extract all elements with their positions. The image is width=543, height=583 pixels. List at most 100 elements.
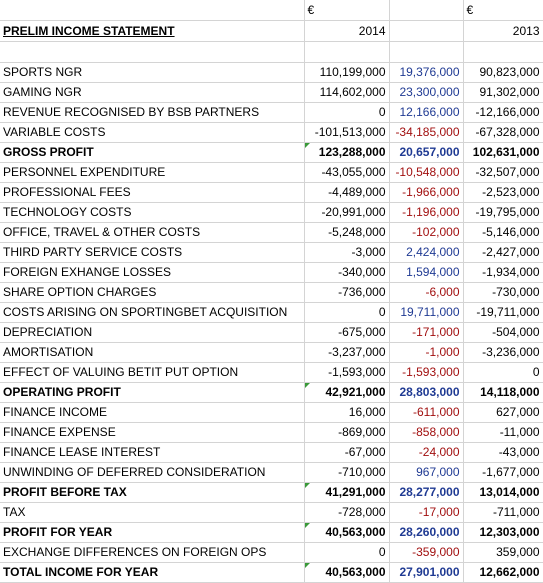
row-label[interactable]: TOTAL INCOME FOR YEAR: [0, 562, 305, 583]
row-label[interactable]: DEPRECIATION: [0, 322, 305, 343]
value-difference[interactable]: 20,657,000: [389, 142, 464, 163]
row-label[interactable]: COSTS ARISING ON SPORTINGBET ACQUISITION: [0, 302, 305, 323]
cell-c2[interactable]: [389, 20, 464, 42]
value-difference[interactable]: 28,260,000: [389, 522, 464, 543]
row-label[interactable]: SPORTS NGR: [0, 62, 305, 83]
row-label[interactable]: FINANCE EXPENSE: [0, 422, 305, 443]
row-label[interactable]: EFFECT OF VALUING BETIT PUT OPTION: [0, 362, 305, 383]
value-2013[interactable]: 102,631,000: [463, 142, 543, 163]
row-label[interactable]: UNWINDING OF DEFERRED CONSIDERATION: [0, 462, 305, 483]
row-label[interactable]: OFFICE, TRAVEL & OTHER COSTS: [0, 222, 305, 243]
value-2013[interactable]: -504,000: [463, 322, 543, 343]
row-label[interactable]: SHARE OPTION CHARGES: [0, 282, 305, 303]
value-2013[interactable]: -11,000: [463, 422, 543, 443]
cell-b3[interactable]: [304, 41, 390, 63]
value-2014[interactable]: 40,563,000: [304, 562, 390, 583]
value-difference[interactable]: -1,593,000: [389, 362, 464, 383]
value-difference[interactable]: -34,185,000: [389, 122, 464, 143]
cell-c3[interactable]: [389, 41, 464, 63]
row-label[interactable]: PERSONNEL EXPENDITURE: [0, 162, 305, 183]
value-difference[interactable]: -171,000: [389, 322, 464, 343]
value-2013[interactable]: 627,000: [463, 402, 543, 423]
value-difference[interactable]: 2,424,000: [389, 242, 464, 263]
value-2013[interactable]: 13,014,000: [463, 482, 543, 503]
cell-d3[interactable]: [463, 41, 543, 63]
value-2014[interactable]: 123,288,000: [304, 142, 390, 163]
value-difference[interactable]: -1,196,000: [389, 202, 464, 223]
value-2013[interactable]: -730,000: [463, 282, 543, 303]
row-label[interactable]: EXCHANGE DIFFERENCES ON FOREIGN OPS: [0, 542, 305, 563]
value-difference[interactable]: 27,901,000: [389, 562, 464, 583]
row-label[interactable]: GAMING NGR: [0, 82, 305, 103]
value-2013[interactable]: -711,000: [463, 502, 543, 523]
value-2013[interactable]: -12,166,000: [463, 102, 543, 123]
value-2014[interactable]: 41,291,000: [304, 482, 390, 503]
value-difference[interactable]: -1,966,000: [389, 182, 464, 203]
value-2013[interactable]: -2,523,000: [463, 182, 543, 203]
value-difference[interactable]: -102,000: [389, 222, 464, 243]
value-2014[interactable]: -3,000: [304, 242, 390, 263]
value-2013[interactable]: -2,427,000: [463, 242, 543, 263]
value-difference[interactable]: -1,000: [389, 342, 464, 363]
value-difference[interactable]: 19,376,000: [389, 62, 464, 83]
value-2014[interactable]: 42,921,000: [304, 382, 390, 403]
value-2014[interactable]: -710,000: [304, 462, 390, 483]
value-2013[interactable]: -32,507,000: [463, 162, 543, 183]
row-label[interactable]: FINANCE LEASE INTEREST: [0, 442, 305, 463]
value-2014[interactable]: -340,000: [304, 262, 390, 283]
value-2013[interactable]: 12,303,000: [463, 522, 543, 543]
value-difference[interactable]: -6,000: [389, 282, 464, 303]
cell-a1[interactable]: [0, 0, 305, 21]
row-label[interactable]: VARIABLE COSTS: [0, 122, 305, 143]
value-2014[interactable]: -43,055,000: [304, 162, 390, 183]
value-difference[interactable]: 19,711,000: [389, 302, 464, 323]
value-2014[interactable]: -736,000: [304, 282, 390, 303]
value-difference[interactable]: 23,300,000: [389, 82, 464, 103]
cell-a3[interactable]: [0, 41, 305, 63]
cell-c1[interactable]: [389, 0, 464, 21]
row-label[interactable]: AMORTISATION: [0, 342, 305, 363]
value-2014[interactable]: -728,000: [304, 502, 390, 523]
statement-title-cell[interactable]: PRELIM INCOME STATEMENT: [0, 20, 305, 42]
value-2013[interactable]: -1,677,000: [463, 462, 543, 483]
value-difference[interactable]: -10,548,000: [389, 162, 464, 183]
value-2013[interactable]: 0: [463, 362, 543, 383]
value-difference[interactable]: 28,277,000: [389, 482, 464, 503]
value-2014[interactable]: 110,199,000: [304, 62, 390, 83]
value-2013[interactable]: -67,328,000: [463, 122, 543, 143]
value-difference[interactable]: -24,000: [389, 442, 464, 463]
value-2013[interactable]: -19,711,000: [463, 302, 543, 323]
value-2013[interactable]: 12,662,000: [463, 562, 543, 583]
row-label[interactable]: REVENUE RECOGNISED BY BSB PARTNERS: [0, 102, 305, 123]
value-2013[interactable]: -43,000: [463, 442, 543, 463]
value-2014[interactable]: -101,513,000: [304, 122, 390, 143]
value-2014[interactable]: 0: [304, 302, 390, 323]
value-2014[interactable]: -1,593,000: [304, 362, 390, 383]
row-label[interactable]: TECHNOLOGY COSTS: [0, 202, 305, 223]
value-2014[interactable]: 16,000: [304, 402, 390, 423]
value-difference[interactable]: 967,000: [389, 462, 464, 483]
value-difference[interactable]: 1,594,000: [389, 262, 464, 283]
currency-2013[interactable]: €: [463, 0, 543, 21]
value-difference[interactable]: -611,000: [389, 402, 464, 423]
value-2014[interactable]: -20,991,000: [304, 202, 390, 223]
value-2014[interactable]: 40,563,000: [304, 522, 390, 543]
row-label[interactable]: PROFIT BEFORE TAX: [0, 482, 305, 503]
row-label[interactable]: PROFESSIONAL FEES: [0, 182, 305, 203]
year-2014[interactable]: 2014: [304, 20, 390, 42]
row-label[interactable]: FINANCE INCOME: [0, 402, 305, 423]
value-difference[interactable]: 28,803,000: [389, 382, 464, 403]
row-label[interactable]: TAX: [0, 502, 305, 523]
value-difference[interactable]: 12,166,000: [389, 102, 464, 123]
value-2014[interactable]: -5,248,000: [304, 222, 390, 243]
value-2014[interactable]: -4,489,000: [304, 182, 390, 203]
value-2013[interactable]: 359,000: [463, 542, 543, 563]
value-difference[interactable]: -17,000: [389, 502, 464, 523]
value-2013[interactable]: 90,823,000: [463, 62, 543, 83]
value-2014[interactable]: -675,000: [304, 322, 390, 343]
row-label[interactable]: OPERATING PROFIT: [0, 382, 305, 403]
value-2014[interactable]: -67,000: [304, 442, 390, 463]
value-2014[interactable]: -869,000: [304, 422, 390, 443]
value-2014[interactable]: 114,602,000: [304, 82, 390, 103]
value-2013[interactable]: -1,934,000: [463, 262, 543, 283]
